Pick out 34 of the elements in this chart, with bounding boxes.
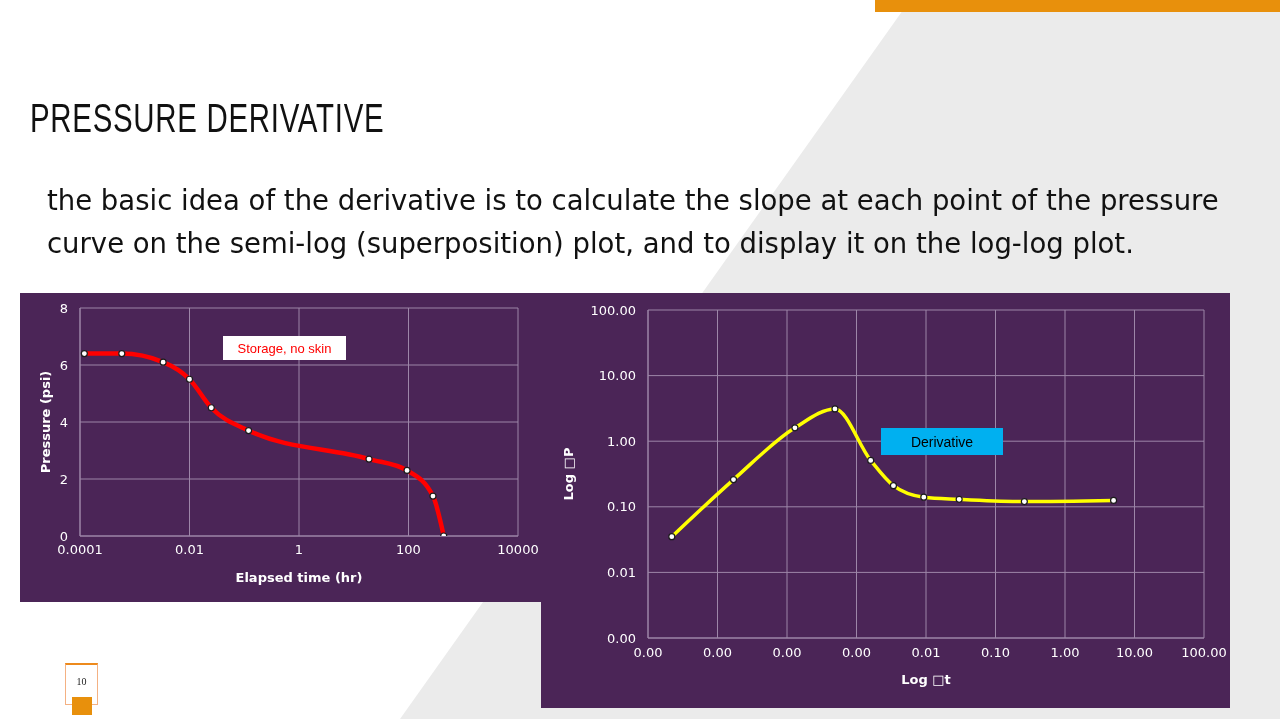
x-axis-title: Elapsed time (hr) [235, 570, 363, 585]
x-tick-label: 0.01 [175, 542, 204, 558]
y-tick-label: 8 [59, 300, 68, 316]
x-tick-label: 100 [396, 542, 421, 558]
x-tick-label: 0.00 [842, 645, 871, 661]
y-tick-label: 0.00 [607, 630, 636, 646]
x-tick-label: 10.00 [1115, 645, 1154, 661]
y-axis-title: Log □P [560, 447, 576, 501]
y-tick-label: 10.00 [598, 368, 636, 384]
chart-title: PRESSURE DERIVATIVE [30, 95, 385, 142]
x-tick-label: 10000 [497, 542, 539, 558]
text: 10 [76, 676, 87, 687]
y-tick-label: 6 [59, 357, 68, 373]
text: Derivative [910, 433, 974, 450]
x-tick-label: 0.10 [981, 645, 1010, 661]
x-tick-label: 100.00 [1181, 645, 1227, 661]
text: Storage, no skin [237, 340, 332, 356]
y-tick-label: 2 [59, 471, 68, 487]
y-tick-label: 1.00 [607, 433, 636, 449]
y-tick-label: 0.10 [607, 499, 636, 515]
x-tick-label: 1 [294, 542, 304, 558]
x-tick-label: 0.00 [772, 645, 802, 661]
x-tick-label: 0.00 [633, 645, 663, 661]
y-tick-label: 0.01 [607, 565, 636, 581]
x-tick-label: 0.01 [911, 645, 941, 661]
y-tick-label: 0 [59, 528, 68, 544]
text: the basic idea of the derivative is to calculate the slope at each point of the pressure curve on the semi-log (superposition) plot, and to display it on the log-log plot. [47, 183, 1220, 261]
y-tick-label: 4 [59, 414, 68, 430]
x-tick-label: 0.0001 [57, 542, 103, 558]
x-tick-label: 1.00 [1050, 645, 1080, 661]
y-tick-label: 100.00 [590, 302, 636, 318]
y-axis-title: Pressure (psi) [37, 370, 53, 474]
x-axis-title: Log □t [901, 672, 951, 687]
x-tick-label: 0.00 [703, 645, 732, 661]
